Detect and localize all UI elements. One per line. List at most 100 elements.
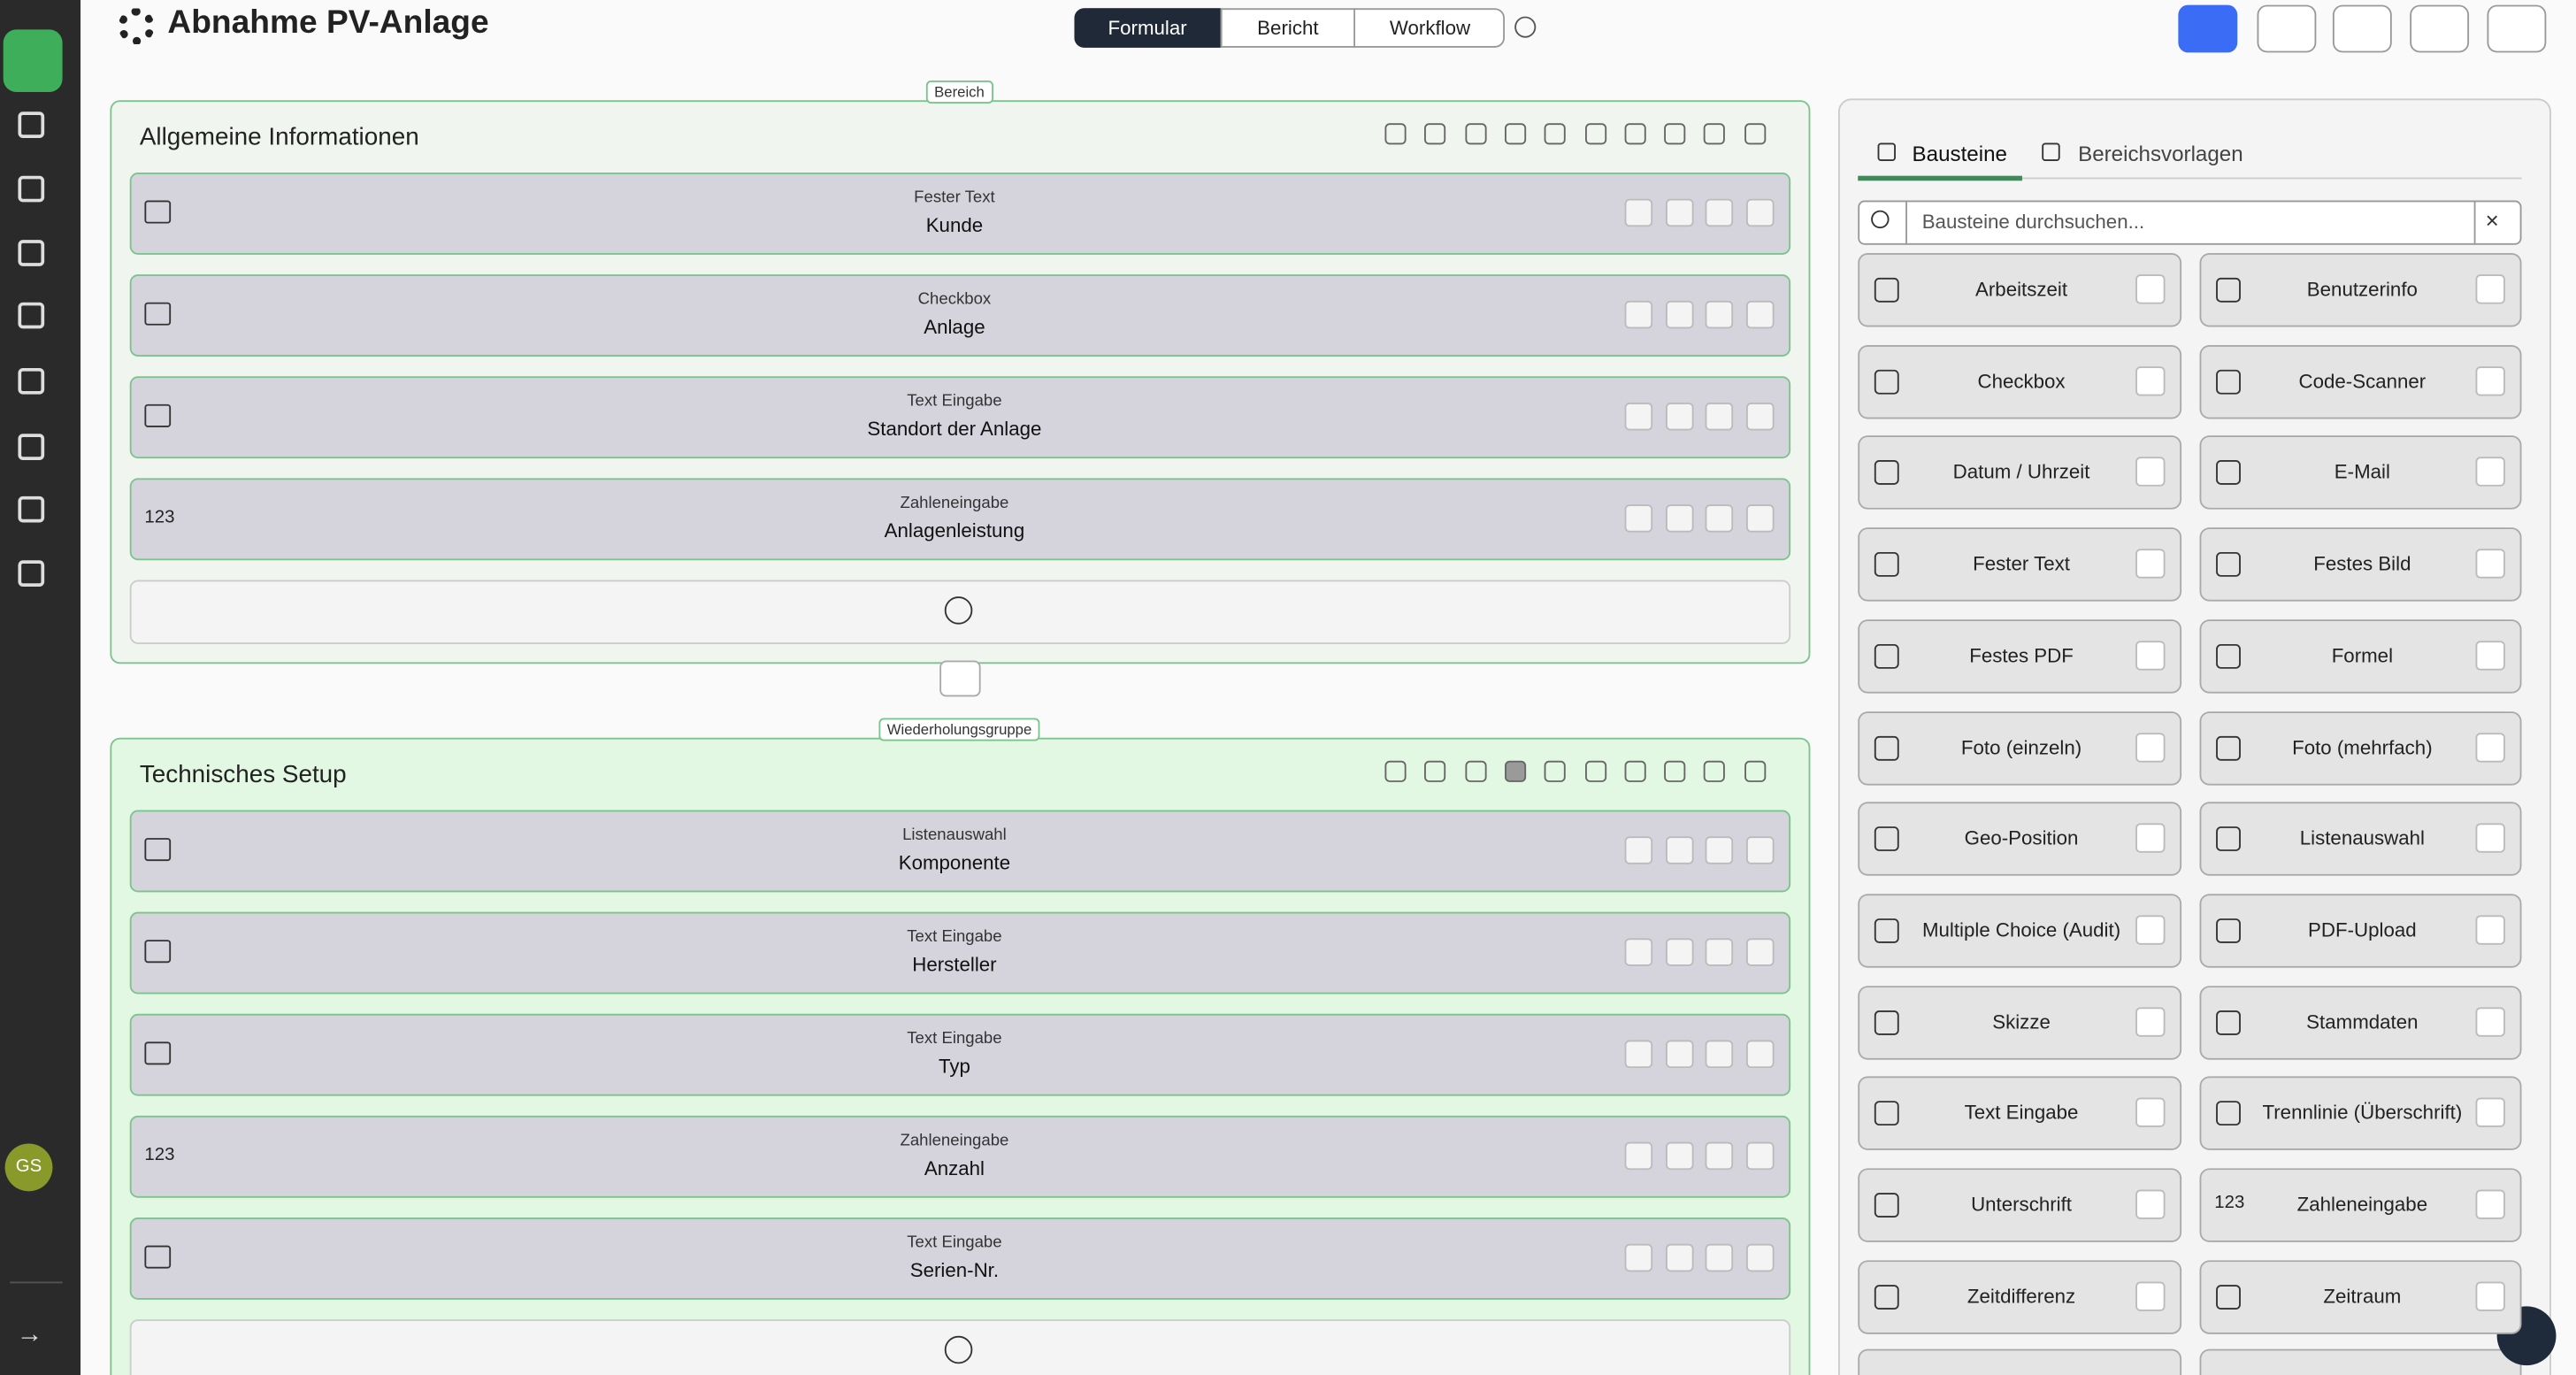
- section-action[interactable]: [1624, 123, 1646, 145]
- view-tab[interactable]: Formular: [1074, 8, 1221, 48]
- field-action[interactable]: [1624, 938, 1653, 966]
- drag-handle[interactable]: [2135, 1006, 2166, 1037]
- clear-icon[interactable]: ×: [2485, 206, 2499, 234]
- nav-icon[interactable]: [18, 111, 45, 138]
- block-tile[interactable]: [1858, 802, 2182, 877]
- field-action[interactable]: [1665, 1243, 1693, 1272]
- section-action[interactable]: [1624, 760, 1646, 782]
- section-action[interactable]: [1544, 760, 1567, 782]
- field-action[interactable]: [1705, 938, 1734, 966]
- section-action[interactable]: [1504, 123, 1526, 145]
- field-action[interactable]: [1705, 1243, 1734, 1272]
- field[interactable]: [129, 172, 1791, 255]
- section-action[interactable]: [1584, 123, 1606, 145]
- toolbar-button[interactable]: [2257, 4, 2317, 53]
- toolbar-button[interactable]: [2487, 4, 2547, 53]
- section-menu[interactable]: [939, 660, 981, 697]
- drag-handle[interactable]: [2475, 274, 2505, 304]
- view-tab[interactable]: Workflow: [1353, 8, 1505, 48]
- field-action[interactable]: [1705, 1141, 1734, 1171]
- field-action[interactable]: [1624, 1040, 1653, 1069]
- field-action[interactable]: [1745, 836, 1774, 864]
- block-tile[interactable]: [1858, 344, 2182, 419]
- field-action[interactable]: [1665, 938, 1693, 966]
- drag-handle[interactable]: [2135, 274, 2166, 304]
- drag-handle[interactable]: [2475, 640, 2505, 671]
- search-box[interactable]: [1858, 200, 2522, 245]
- field-action[interactable]: [1745, 938, 1774, 966]
- drag-handle[interactable]: [2475, 365, 2505, 396]
- block-tile[interactable]: [1858, 985, 2182, 1060]
- block-tile[interactable]: [1858, 711, 2182, 785]
- block-tile[interactable]: [2199, 802, 2522, 877]
- field-action[interactable]: [1745, 1040, 1774, 1069]
- field[interactable]: [129, 1013, 1791, 1096]
- avatar[interactable]: GS: [4, 1143, 53, 1192]
- field-action[interactable]: [1665, 300, 1693, 329]
- field-action[interactable]: [1665, 836, 1693, 864]
- block-tile[interactable]: [2199, 894, 2522, 968]
- drag-handle[interactable]: [2475, 823, 2505, 854]
- drag-handle[interactable]: [2135, 1280, 2166, 1311]
- block-tile[interactable]: [1858, 1348, 2182, 1375]
- drag-handle[interactable]: [2475, 732, 2505, 762]
- field-action[interactable]: [1705, 402, 1734, 431]
- ai-button[interactable]: [2178, 4, 2238, 53]
- field-action[interactable]: [1745, 1243, 1774, 1272]
- drag-handle[interactable]: [2135, 823, 2166, 854]
- drag-handle[interactable]: [2135, 1098, 2166, 1128]
- field-action[interactable]: [1745, 198, 1774, 227]
- expand-icon[interactable]: →: [16, 1321, 43, 1349]
- field-action[interactable]: [1745, 504, 1774, 533]
- drag-handle[interactable]: [2475, 1189, 2505, 1219]
- nav-active[interactable]: [3, 29, 63, 92]
- block-tile[interactable]: [1858, 252, 2182, 327]
- field[interactable]: [129, 274, 1791, 357]
- block-tile[interactable]: [2199, 1259, 2522, 1334]
- block-tile[interactable]: [1858, 1168, 2182, 1242]
- section-action[interactable]: [1424, 760, 1446, 782]
- section-action[interactable]: [1704, 760, 1726, 782]
- field-action[interactable]: [1705, 504, 1734, 533]
- field[interactable]: [129, 810, 1791, 893]
- section-action[interactable]: [1664, 123, 1686, 145]
- field-action[interactable]: [1745, 300, 1774, 329]
- block-tile[interactable]: [1858, 1076, 2182, 1151]
- block-tile[interactable]: [1858, 894, 2182, 968]
- field[interactable]: [129, 376, 1791, 459]
- nav-icon[interactable]: [18, 175, 45, 203]
- section-action[interactable]: [1384, 760, 1407, 782]
- drag-handle[interactable]: [2135, 640, 2166, 671]
- field-action[interactable]: [1665, 1141, 1693, 1171]
- nav-icon[interactable]: [18, 302, 45, 329]
- field-action[interactable]: [1705, 1040, 1734, 1069]
- section-action[interactable]: [1584, 760, 1606, 782]
- drag-handle[interactable]: [2135, 1189, 2166, 1219]
- drag-handle[interactable]: [2135, 915, 2166, 945]
- nav-icon[interactable]: [18, 434, 45, 460]
- section-action[interactable]: [1744, 123, 1766, 145]
- section-action[interactable]: [1704, 123, 1726, 145]
- drag-handle[interactable]: [2475, 1006, 2505, 1037]
- field[interactable]: [129, 478, 1791, 561]
- section-action[interactable]: [1504, 760, 1526, 782]
- field-action[interactable]: [1665, 198, 1693, 227]
- block-tile[interactable]: [2199, 435, 2522, 511]
- drag-handle[interactable]: [2475, 915, 2505, 945]
- sidebar-tab[interactable]: Bereichsvorlagen: [2078, 141, 2243, 166]
- field-action[interactable]: [1665, 402, 1693, 431]
- field-action[interactable]: [1624, 198, 1653, 227]
- field[interactable]: [129, 1115, 1791, 1198]
- info-icon[interactable]: [1514, 16, 1537, 38]
- drag-handle[interactable]: [2135, 732, 2166, 762]
- nav-icon[interactable]: [18, 240, 45, 266]
- block-tile[interactable]: [2199, 618, 2522, 694]
- drag-handle[interactable]: [2475, 457, 2505, 488]
- sidebar-tab[interactable]: Bausteine: [1912, 141, 2007, 166]
- field-action[interactable]: [1624, 1243, 1653, 1272]
- field-action[interactable]: [1624, 402, 1653, 431]
- section-action[interactable]: [1664, 760, 1686, 782]
- field[interactable]: [129, 1218, 1791, 1300]
- block-tile[interactable]: [2199, 1076, 2522, 1151]
- field-action[interactable]: [1745, 1141, 1774, 1171]
